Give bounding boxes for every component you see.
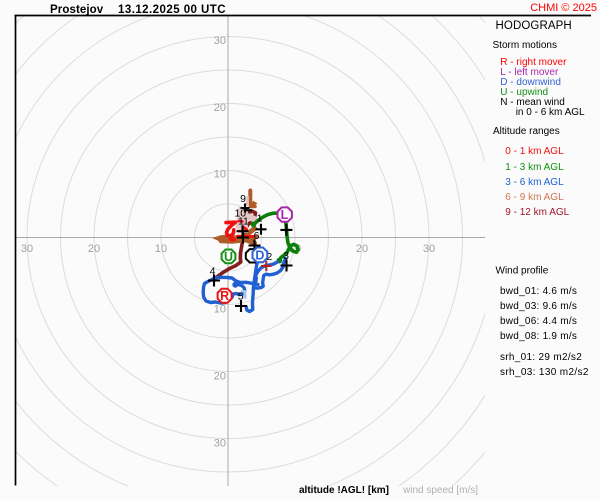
svg-text:bwd_03: 9.6 m/s: bwd_03: 9.6 m/s	[500, 301, 577, 312]
svg-text:10: 10	[214, 304, 226, 316]
svg-text:3 - 6 km AGL: 3 - 6 km AGL	[505, 177, 564, 188]
svg-text:9: 9	[240, 193, 246, 205]
svg-text:bwd_01: 4.6 m/s: bwd_01: 4.6 m/s	[500, 286, 577, 297]
svg-text:13.12.2025 00 UTC: 13.12.2025 00 UTC	[118, 4, 226, 16]
svg-text:1: 1	[257, 213, 263, 225]
svg-text:30: 30	[214, 35, 226, 47]
svg-text:10: 10	[214, 169, 226, 181]
svg-text:30: 30	[423, 243, 435, 255]
svg-text:in 0 - 6 km AGL: in 0 - 6 km AGL	[516, 107, 585, 118]
svg-text:L: L	[281, 208, 289, 222]
svg-text:20: 20	[88, 243, 100, 255]
svg-text:1 - 3 km AGL: 1 - 3 km AGL	[505, 162, 564, 173]
svg-text:D - downwind: D - downwind	[500, 77, 561, 88]
svg-text:HODOGRAPH: HODOGRAPH	[496, 20, 572, 32]
svg-text:L - left mover: L - left mover	[500, 67, 559, 78]
svg-text:bwd_08: 1.9 m/s: bwd_08: 1.9 m/s	[500, 331, 577, 342]
svg-text:U: U	[224, 250, 233, 264]
svg-text:Prostejov: Prostejov	[50, 4, 104, 16]
svg-text:6: 6	[254, 230, 260, 242]
svg-text:CHMI © 2025: CHMI © 2025	[530, 2, 597, 14]
svg-text:2: 2	[266, 251, 272, 263]
svg-text:U - upwind: U - upwind	[500, 87, 548, 98]
svg-text:R - right mover: R - right mover	[500, 57, 567, 68]
svg-text:Storm motions: Storm motions	[493, 40, 557, 51]
svg-text:3: 3	[283, 250, 289, 262]
svg-text:5: 5	[238, 291, 244, 303]
svg-text:20: 20	[214, 102, 226, 114]
svg-text:Altitude ranges: Altitude ranges	[493, 126, 560, 137]
svg-text:Wind profile: Wind profile	[496, 265, 549, 276]
svg-text:D: D	[255, 248, 264, 262]
svg-text:6 - 9 km AGL: 6 - 9 km AGL	[505, 192, 564, 203]
svg-text:11: 11	[238, 216, 249, 228]
svg-text:20: 20	[356, 243, 368, 255]
svg-text:altitude !AGL! [km]: altitude !AGL! [km]	[299, 485, 389, 496]
svg-text:srh_03: 130 m2/s2: srh_03: 130 m2/s2	[500, 367, 589, 378]
svg-text:30: 30	[214, 438, 226, 450]
svg-text:N - mean wind: N - mean wind	[500, 97, 564, 108]
svg-text:srh_01: 29 m2/s2: srh_01: 29 m2/s2	[500, 352, 582, 363]
svg-text:9 - 12 km AGL: 9 - 12 km AGL	[505, 207, 569, 218]
svg-text:bwd_06: 4.4 m/s: bwd_06: 4.4 m/s	[500, 316, 577, 327]
svg-text:10: 10	[155, 243, 167, 255]
svg-text:30: 30	[21, 243, 33, 255]
svg-text:0 - 1 km AGL: 0 - 1 km AGL	[505, 146, 564, 157]
svg-text:4: 4	[210, 266, 216, 278]
svg-text:R: R	[220, 289, 229, 303]
svg-text:10: 10	[234, 207, 246, 219]
svg-text:wind speed [m/s]: wind speed [m/s]	[402, 485, 478, 496]
svg-text:20: 20	[214, 371, 226, 383]
